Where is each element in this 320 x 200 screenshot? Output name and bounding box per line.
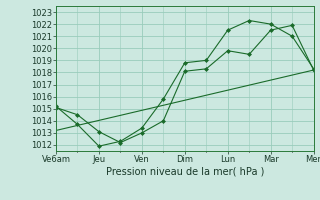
X-axis label: Pression niveau de la mer( hPa ): Pression niveau de la mer( hPa ) (106, 167, 264, 177)
